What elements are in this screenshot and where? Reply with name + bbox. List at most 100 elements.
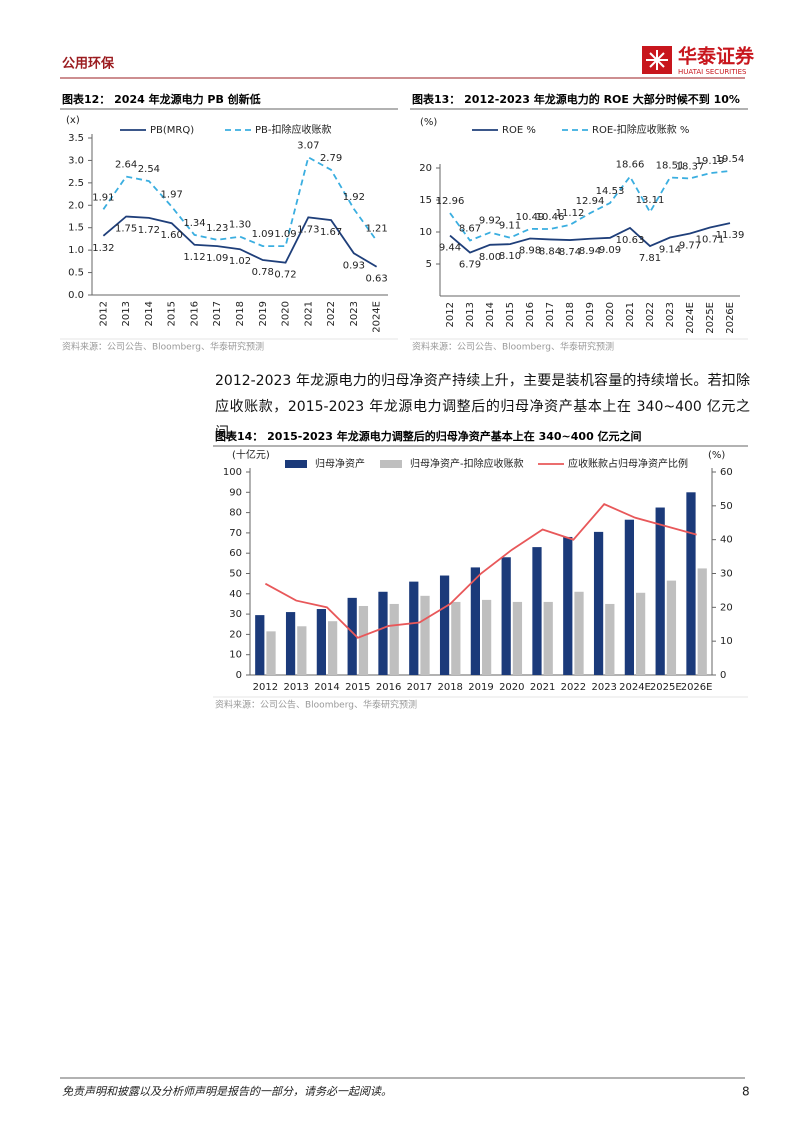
- y2-tick-label: 10: [720, 636, 733, 647]
- data-label: 1.23: [206, 223, 228, 234]
- y-tick-label: 5: [426, 259, 432, 270]
- y-tick-label: 2.5: [68, 178, 84, 189]
- x-tick-label: 2025E: [705, 302, 716, 334]
- data-label: 10.71: [696, 234, 725, 245]
- x-tick-label: 2023: [349, 301, 360, 326]
- series-line: [449, 170, 731, 242]
- x-tick-label: 2015: [505, 302, 516, 327]
- bar: [666, 580, 677, 675]
- x-tick-label: 2019: [468, 682, 493, 693]
- y-tick-label: 100: [223, 467, 242, 478]
- bar: [697, 568, 707, 675]
- data-label: 1.91: [92, 192, 114, 203]
- bar: [605, 603, 615, 675]
- data-label: 10.63: [616, 235, 645, 246]
- data-label: 2.64: [115, 160, 137, 171]
- data-label: 1.67: [320, 227, 342, 238]
- data-label: 2.54: [138, 164, 160, 175]
- x-tick-label: 2016: [525, 302, 536, 327]
- y-tick-label: 2.0: [68, 200, 84, 211]
- legend-swatch: [285, 460, 307, 468]
- disclaimer: 免责声明和披露以及分析师声明是报告的一部分，请务必一起阅读。: [62, 1085, 392, 1098]
- y-tick-label: 70: [229, 528, 242, 539]
- data-label: 0.78: [252, 267, 274, 278]
- y-tick-label: 50: [229, 569, 242, 580]
- series-line: [102, 155, 378, 248]
- data-label: 1.72: [138, 225, 160, 236]
- legend-label: ROE-扣除应收账款 %: [592, 123, 689, 136]
- bar: [624, 519, 634, 675]
- data-label: 7.81: [639, 253, 661, 264]
- x-tick-label: 2024E: [619, 682, 651, 693]
- y-tick-label: 60: [229, 548, 242, 559]
- logo-glyph: [646, 50, 668, 70]
- y-tick-label: 30: [229, 609, 242, 620]
- data-label: 11.12: [556, 208, 585, 219]
- y-tick-label: 20: [229, 629, 242, 640]
- data-label: 9.09: [599, 245, 621, 256]
- section-name: 公用环保: [62, 56, 115, 72]
- data-label: 9.44: [439, 243, 461, 254]
- data-label: 6.79: [459, 260, 481, 271]
- bar: [593, 531, 604, 675]
- y-tick-label: 1.5: [68, 223, 84, 234]
- bar: [420, 595, 430, 675]
- source: 资料来源：公司公告、Bloomberg、华泰研究预测: [412, 341, 614, 353]
- x-tick-label: 2026E: [725, 302, 736, 334]
- bar: [470, 567, 480, 675]
- data-label: 1.09: [252, 229, 274, 240]
- bar: [255, 615, 265, 675]
- data-label: 10.49: [516, 212, 545, 223]
- x-tick-label: 2020: [605, 302, 616, 327]
- x-tick-label: 2023: [591, 682, 616, 693]
- legend-swatch: [380, 460, 402, 468]
- x-tick-label: 2014: [314, 682, 339, 693]
- series-line: [264, 503, 697, 639]
- y2-tick-label: 40: [720, 535, 733, 546]
- x-tick-label: 2021: [530, 682, 555, 693]
- data-label: 8.74: [559, 247, 581, 258]
- bar: [574, 591, 584, 675]
- data-label: 8.84: [539, 246, 561, 257]
- x-tick-label: 2022: [326, 301, 337, 326]
- data-label: 18.51: [656, 161, 685, 172]
- x-tick-label: 2018: [565, 302, 576, 327]
- data-label: 1.75: [115, 224, 137, 235]
- x-tick-label: 2018: [235, 301, 246, 326]
- x-tick-label: 2019: [585, 302, 596, 327]
- figure-title: 图表13： 2012-2023 年龙源电力的 ROE 大部分时候不到 10%: [412, 92, 740, 106]
- bar: [347, 597, 357, 675]
- data-label: 12.94: [576, 196, 605, 207]
- data-label: 9.11: [499, 221, 521, 232]
- y-tick-label: 20: [419, 163, 432, 174]
- page-number: 8: [742, 1085, 750, 1099]
- x-tick-label: 2012: [253, 682, 278, 693]
- data-label: 19.54: [716, 154, 745, 165]
- bar: [439, 575, 450, 675]
- bar: [409, 581, 419, 675]
- x-tick-label: 2022: [645, 302, 656, 327]
- y-tick-label: 90: [229, 487, 242, 498]
- x-tick-label: 2024E: [372, 301, 383, 333]
- bar: [655, 507, 665, 675]
- x-tick-label: 2019: [258, 301, 269, 326]
- data-label: 1.92: [343, 192, 365, 203]
- data-label: 1.60: [161, 230, 183, 241]
- y-tick-label: 15: [419, 195, 432, 206]
- x-tick-label: 2016: [376, 682, 401, 693]
- series-line: [449, 222, 731, 254]
- y-tick-label: 10: [229, 650, 242, 661]
- data-label: 1.12: [183, 252, 205, 263]
- source: 资料来源：公司公告、Bloomberg、华泰研究预测: [215, 699, 417, 711]
- x-tick-label: 2020: [499, 682, 524, 693]
- data-label: 8.67: [459, 224, 481, 235]
- x-tick-label: 2013: [465, 302, 476, 327]
- data-label: 1.32: [92, 243, 114, 254]
- y2-tick-label: 30: [720, 569, 733, 580]
- bar: [297, 626, 307, 675]
- x-tick-label: 2015: [345, 682, 370, 693]
- x-tick-label: 2020: [281, 301, 292, 326]
- source: 资料来源：公司公告、Bloomberg、华泰研究预测: [62, 341, 264, 353]
- data-label: 1.02: [229, 256, 251, 267]
